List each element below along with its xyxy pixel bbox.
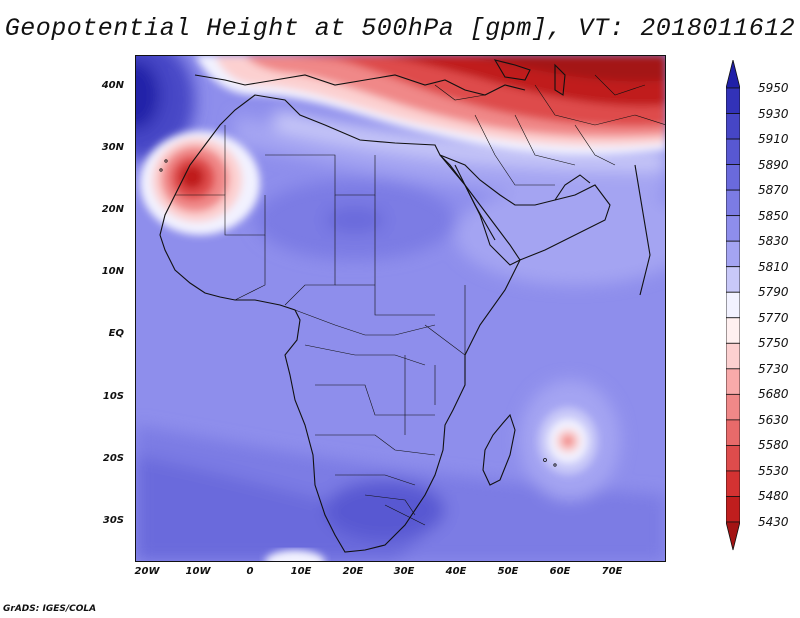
colorbar-label: 5430 [758, 515, 789, 529]
colorbar-label: 5630 [758, 412, 789, 427]
colorbar-segment [726, 87, 740, 114]
lat-tick: 10N [101, 266, 124, 277]
colorbar-label: 5730 [758, 361, 789, 376]
colorbar-label: 5810 [758, 259, 789, 274]
colorbar-segment [726, 342, 740, 370]
colorbar-segment [726, 291, 740, 319]
colorbar-segment [726, 317, 740, 344]
lon-tick: 10W [185, 566, 211, 577]
map-panel [135, 55, 666, 562]
colorbar-segment [726, 215, 740, 242]
colorbar [726, 60, 740, 551]
map-frame [135, 55, 666, 562]
colorbar-label: 5790 [758, 285, 789, 300]
lat-tick: 30S [102, 515, 124, 526]
colorbar-label: 5830 [758, 234, 789, 249]
lon-tick: 40E [445, 566, 467, 577]
colorbar-label: 5870 [758, 183, 789, 198]
colorbar-segment [726, 470, 740, 497]
credit-text: GrADS: IGES/COLA [3, 604, 97, 614]
lon-tick: 20E [342, 566, 364, 577]
colorbar-label: 5750 [758, 336, 789, 351]
colorbar-label: 5580 [758, 438, 789, 453]
colorbar-segment [726, 164, 740, 191]
colorbar-segment [726, 138, 740, 165]
colorbar-label: 5950 [758, 81, 789, 95]
colorbar-label: 5480 [758, 489, 789, 504]
lat-tick: 30N [101, 142, 124, 153]
colorbar-segment [726, 445, 740, 472]
lat-tick: 40N [101, 80, 124, 91]
lon-tick: 60E [549, 566, 571, 577]
lat-tick: 10S [102, 391, 124, 402]
lon-tick: 0 [246, 566, 254, 577]
lat-tick: 20N [101, 204, 124, 215]
colorbar-label: 5770 [758, 310, 789, 325]
colorbar-label: 5680 [758, 387, 789, 402]
map-title: Geopotential Height at 500hPa [gpm], VT:… [4, 14, 796, 43]
country-borders [175, 74, 666, 526]
colorbar-segment [726, 240, 740, 268]
lon-tick: 70E [601, 566, 623, 577]
colorbar-label: 5890 [758, 157, 789, 172]
colorbar-label: 5850 [758, 208, 789, 223]
colorbar-top-arrow [726, 60, 740, 89]
lon-tick: 50E [497, 566, 519, 577]
colorbar-label: 5910 [758, 132, 789, 147]
colorbar-segment [726, 393, 740, 421]
colorbar-label: 5930 [758, 106, 789, 121]
colorbar-segment [726, 113, 740, 140]
colorbar-segment [726, 266, 740, 293]
colorbar-segment [726, 368, 740, 395]
colorbar-label: 5530 [758, 463, 789, 478]
lon-tick: 20W [134, 566, 160, 577]
geopotential-map [135, 55, 666, 562]
colorbar-segment [726, 496, 740, 523]
lat-tick: EQ [108, 328, 124, 339]
lon-tick: 30E [393, 566, 415, 577]
colorbar-segment [726, 419, 740, 446]
lon-tick: 10E [290, 566, 312, 577]
coastlines [159, 59, 651, 553]
colorbar-bottom-arrow [726, 521, 740, 551]
colorbar-segment [726, 189, 740, 217]
lat-tick: 20S [102, 453, 124, 464]
